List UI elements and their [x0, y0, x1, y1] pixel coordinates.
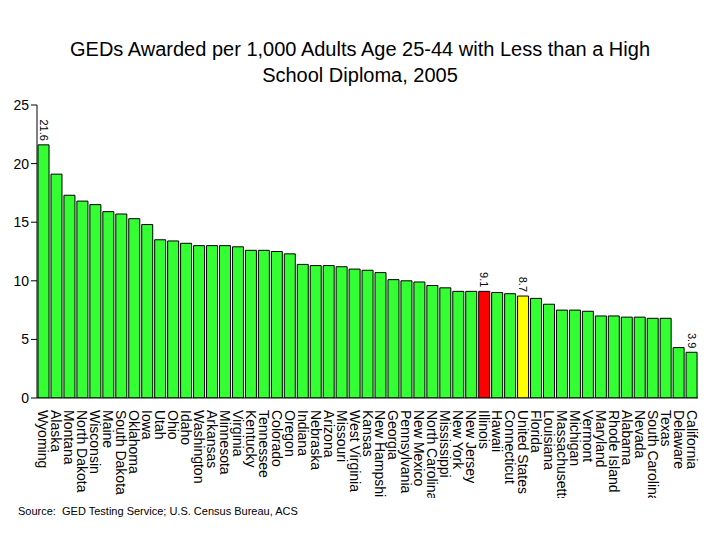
svg-text:Oklahoma: Oklahoma [126, 410, 143, 474]
svg-text:Wyoming: Wyoming [35, 410, 52, 469]
svg-text:New Mexico: New Mexico [411, 410, 428, 487]
svg-text:California: California [684, 410, 700, 469]
svg-text:West Virginia: West Virginia [346, 410, 363, 492]
svg-text:Colorado: Colorado [268, 410, 285, 467]
svg-text:Virginia: Virginia [229, 410, 246, 457]
svg-text:New Jersey: New Jersey [463, 410, 480, 484]
svg-text:Arizona: Arizona [320, 410, 337, 458]
svg-text:Montana: Montana [61, 410, 78, 465]
svg-text:Connecticut: Connecticut [502, 410, 519, 484]
svg-text:Nevada: Nevada [631, 410, 648, 459]
svg-text:Vermont: Vermont [579, 410, 596, 463]
svg-text:Georgia: Georgia [385, 410, 402, 460]
svg-text:8.7: 8.7 [517, 277, 529, 292]
svg-text:Washington: Washington [191, 410, 207, 484]
html-text:Source: GED Testing Service; U: Source: GED Testing Service; U.S. Census… [18, 505, 298, 517]
svg-text:5: 5 [21, 331, 29, 347]
svg-text:Alabama: Alabama [618, 410, 635, 466]
svg-text:Wisconsin: Wisconsin [87, 410, 104, 474]
svg-text:Minnesota: Minnesota [216, 410, 233, 475]
svg-text:10: 10 [13, 273, 29, 289]
svg-text:Tennessee: Tennessee [255, 410, 272, 478]
svg-text:Iowa: Iowa [139, 410, 156, 440]
svg-text:Mississippi: Mississippi [437, 410, 454, 478]
svg-text:Kentucky: Kentucky [242, 410, 259, 468]
svg-text:Idaho: Idaho [178, 410, 194, 445]
svg-text:Florida: Florida [528, 410, 544, 453]
svg-text:Maine: Maine [100, 410, 117, 449]
svg-text:North Dakota: North Dakota [74, 410, 91, 493]
svg-text:Utah: Utah [152, 410, 169, 440]
svg-text:Michigan: Michigan [566, 410, 583, 466]
svg-text:Oregon: Oregon [281, 410, 298, 457]
svg-text:Louisiana: Louisiana [541, 410, 557, 470]
svg-text:3.9: 3.9 [686, 333, 698, 348]
svg-text:Rhode Island: Rhode Island [605, 410, 622, 493]
svg-text:Maryland: Maryland [592, 410, 609, 468]
svg-text:Hawaii: Hawaii [489, 410, 506, 452]
svg-text:Alaska: Alaska [48, 410, 65, 452]
svg-text:Indiana: Indiana [294, 410, 311, 456]
svg-text:Texas: Texas [657, 410, 674, 447]
svg-text:9.1: 9.1 [478, 272, 490, 287]
html-text:GEDs Awarded per 1,000 Adults: GEDs Awarded per 1,000 Adults Age 25-44 … [70, 38, 650, 86]
svg-text:25: 25 [13, 97, 29, 113]
svg-text:Pennsylvania: Pennsylvania [398, 410, 415, 494]
svg-text:15: 15 [13, 214, 29, 230]
svg-text:21.6: 21.6 [38, 119, 50, 140]
svg-text:0: 0 [21, 390, 29, 406]
svg-text:Missouri: Missouri [333, 410, 350, 463]
svg-text:New York: New York [450, 410, 467, 470]
svg-text:South Dakota: South Dakota [113, 410, 130, 495]
svg-text:20: 20 [13, 156, 29, 172]
svg-text:Nebraska: Nebraska [307, 410, 324, 470]
svg-text:Delaware: Delaware [670, 410, 687, 470]
svg-text:United States: United States [515, 410, 531, 495]
svg-text:Ohio: Ohio [165, 410, 182, 440]
svg-text:Kansas: Kansas [359, 410, 376, 457]
svg-text:Illinois: Illinois [476, 410, 493, 449]
svg-text:Arkansas: Arkansas [204, 410, 220, 469]
